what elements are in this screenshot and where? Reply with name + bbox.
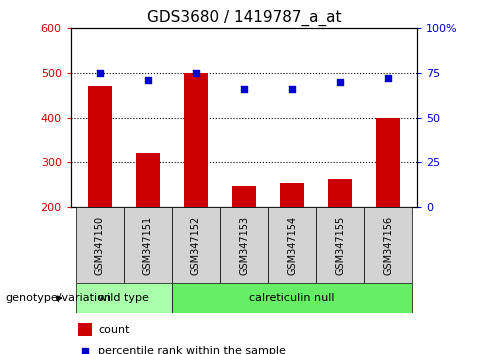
Text: calreticulin null: calreticulin null	[249, 293, 335, 303]
Text: GSM347151: GSM347151	[143, 216, 153, 275]
Text: GSM347154: GSM347154	[287, 216, 297, 275]
Bar	[172, 207, 220, 283]
Point	[96, 70, 103, 76]
Text: GSM347155: GSM347155	[335, 216, 345, 275]
Bar	[328, 179, 352, 207]
Text: GSM347150: GSM347150	[95, 216, 104, 275]
Text: GSM347152: GSM347152	[191, 216, 201, 275]
Bar	[365, 207, 412, 283]
Point	[240, 86, 248, 92]
Bar	[136, 153, 160, 207]
Bar	[123, 207, 172, 283]
Point	[192, 70, 200, 76]
Point	[336, 79, 344, 85]
Bar	[76, 283, 172, 313]
Bar	[280, 183, 304, 207]
Bar	[88, 86, 112, 207]
Text: count: count	[99, 325, 130, 335]
Bar	[184, 73, 208, 207]
Text: GSM347156: GSM347156	[384, 216, 393, 275]
Text: GSM347153: GSM347153	[239, 216, 249, 275]
Bar	[232, 185, 256, 207]
Bar	[376, 118, 400, 207]
Bar	[268, 207, 316, 283]
Point	[385, 75, 392, 81]
Point	[144, 77, 152, 83]
Text: wild type: wild type	[98, 293, 149, 303]
Bar	[220, 207, 268, 283]
Text: genotype/variation: genotype/variation	[5, 293, 111, 303]
Point	[288, 86, 296, 92]
Point	[81, 348, 88, 354]
Text: percentile rank within the sample: percentile rank within the sample	[99, 346, 286, 354]
Bar	[78, 323, 92, 336]
Bar	[76, 207, 123, 283]
Title: GDS3680 / 1419787_a_at: GDS3680 / 1419787_a_at	[147, 9, 341, 25]
Bar	[316, 207, 365, 283]
Bar	[172, 283, 412, 313]
